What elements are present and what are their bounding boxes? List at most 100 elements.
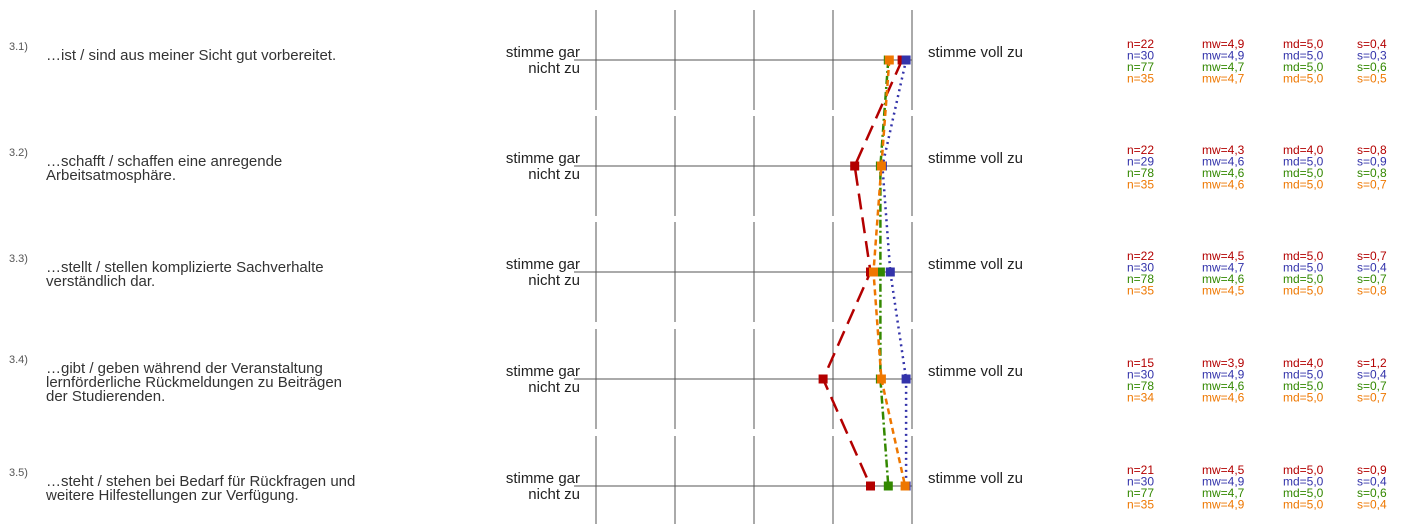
stat-n: n=22 (1127, 143, 1154, 157)
stat-md: md=5,0 (1283, 486, 1324, 500)
stat-mw: mw=4,6 (1202, 391, 1245, 405)
stat-n: n=22 (1127, 37, 1154, 51)
anchor-left-line: nicht zu (528, 486, 580, 503)
stat-s: s=0,4 (1357, 368, 1387, 382)
stat-n: n=29 (1127, 155, 1154, 169)
stat-md: md=5,0 (1283, 463, 1324, 477)
stat-n: n=78 (1127, 272, 1154, 286)
stat-mw: mw=4,6 (1202, 155, 1245, 169)
marker-1-2 (850, 161, 860, 171)
stat-mw: mw=4,6 (1202, 166, 1245, 180)
item-texts: 3.1) …ist / sind aus meiner Sicht gut vor… (9, 41, 1023, 504)
marker-4-2 (876, 161, 886, 171)
stat-n: n=35 (1127, 284, 1154, 298)
stat-s: s=1,2 (1357, 356, 1387, 370)
anchor-left-line: stimme gar (506, 470, 580, 487)
stat-mw: mw=4,9 (1202, 475, 1245, 489)
stat-mw: mw=4,3 (1202, 143, 1245, 157)
anchor-left-line: nicht zu (528, 60, 580, 77)
stat-mw: mw=4,7 (1202, 261, 1245, 275)
marker-2-4 (901, 374, 911, 384)
stat-s: s=0,8 (1357, 166, 1387, 180)
marker-4-3 (869, 267, 878, 277)
marker-4-5 (900, 481, 910, 491)
marker-4-1 (884, 55, 894, 65)
item-number: 3.2) (9, 147, 28, 159)
stat-mw: mw=4,7 (1202, 486, 1245, 500)
stat-n: n=21 (1127, 463, 1154, 477)
anchor-left-line: stimme gar (506, 150, 580, 167)
anchor-right: stimme voll zu (928, 150, 1023, 167)
stat-mw: mw=4,5 (1202, 249, 1245, 263)
stat-mw: mw=4,7 (1202, 60, 1245, 74)
stat-mw: mw=4,9 (1202, 37, 1245, 51)
item-text-line: der Studierenden. (46, 388, 165, 405)
stat-s: s=0,6 (1357, 60, 1387, 74)
stat-md: md=4,0 (1283, 143, 1324, 157)
stat-md: md=4,0 (1283, 356, 1324, 370)
stat-md: md=5,0 (1283, 249, 1324, 263)
stat-n: n=30 (1127, 49, 1154, 63)
item-text-line: lernförderliche Rückmeldungen zu Beiträg… (46, 374, 342, 391)
stat-s: s=0,4 (1357, 261, 1387, 275)
stat-n: n=30 (1127, 368, 1154, 382)
series-markers (818, 55, 911, 491)
stat-md: md=5,0 (1283, 60, 1324, 74)
stat-n: n=30 (1127, 261, 1154, 275)
stat-s: s=0,3 (1357, 49, 1387, 63)
stat-n: n=22 (1127, 249, 1154, 263)
item-text-line: verständlich dar. (46, 273, 155, 290)
stat-md: md=5,0 (1283, 379, 1324, 393)
anchor-left-line: stimme gar (506, 44, 580, 61)
stat-md: md=5,0 (1283, 49, 1324, 63)
stat-s: s=0,4 (1357, 475, 1387, 489)
stat-mw: mw=4,6 (1202, 379, 1245, 393)
stat-mw: mw=4,5 (1202, 284, 1245, 298)
stat-md: md=5,0 (1283, 284, 1324, 298)
item-text-line: …gibt / geben während der Veranstaltung (46, 360, 323, 377)
marker-1-5 (866, 481, 875, 491)
item-number: 3.1) (9, 41, 28, 53)
series-line-2 (881, 59, 908, 486)
item-text-line: …steht / stehen bei Bedarf für Rückfrage… (46, 473, 355, 490)
stat-n: n=35 (1127, 72, 1154, 86)
stat-mw: mw=4,7 (1202, 72, 1245, 86)
stat-md: md=5,0 (1283, 368, 1324, 382)
stat-s: s=0,7 (1357, 391, 1387, 405)
stat-md: md=5,0 (1283, 72, 1324, 86)
item-number: 3.4) (9, 354, 28, 366)
marker-2-1 (901, 55, 911, 65)
stat-s: s=0,8 (1357, 284, 1387, 298)
item-number: 3.5) (9, 467, 28, 479)
stat-n: n=77 (1127, 486, 1154, 500)
stat-md: md=5,0 (1283, 166, 1324, 180)
stat-md: md=5,0 (1283, 272, 1324, 286)
stat-md: md=5,0 (1283, 475, 1324, 489)
stat-mw: mw=4,5 (1202, 463, 1245, 477)
item-text-line: weitere Hilfestellungen zur Verfügung. (45, 487, 299, 504)
stat-n: n=35 (1127, 498, 1154, 512)
marker-2-3 (885, 267, 895, 277)
marker-1-4 (818, 374, 828, 384)
stat-s: s=0,4 (1357, 498, 1387, 512)
stat-n: n=77 (1127, 60, 1154, 74)
stat-mw: mw=4,9 (1202, 498, 1245, 512)
anchor-left-line: nicht zu (528, 379, 580, 396)
stat-md: md=5,0 (1283, 178, 1324, 192)
anchor-left-line: nicht zu (528, 166, 580, 183)
stat-md: md=5,0 (1283, 391, 1324, 405)
stat-s: s=0,8 (1357, 143, 1387, 157)
statistics-block: n=22 mw=4,9 md=5,0 s=0,4 n=30 mw=4,9 md=5,0 s=0… (1127, 37, 1387, 512)
marker-4-4 (876, 374, 886, 384)
marker-3-3 (875, 267, 885, 277)
stat-mw: mw=4,6 (1202, 272, 1245, 286)
stat-s: s=0,5 (1357, 72, 1387, 86)
stat-mw: mw=4,6 (1202, 178, 1245, 192)
item-number: 3.3) (9, 253, 28, 265)
stat-n: n=78 (1127, 166, 1154, 180)
stat-s: s=0,7 (1357, 178, 1387, 192)
anchor-left-line: stimme gar (506, 256, 580, 273)
item-text-line: …ist / sind aus meiner Sicht gut vorbere… (46, 47, 336, 64)
anchor-right: stimme voll zu (928, 44, 1023, 61)
